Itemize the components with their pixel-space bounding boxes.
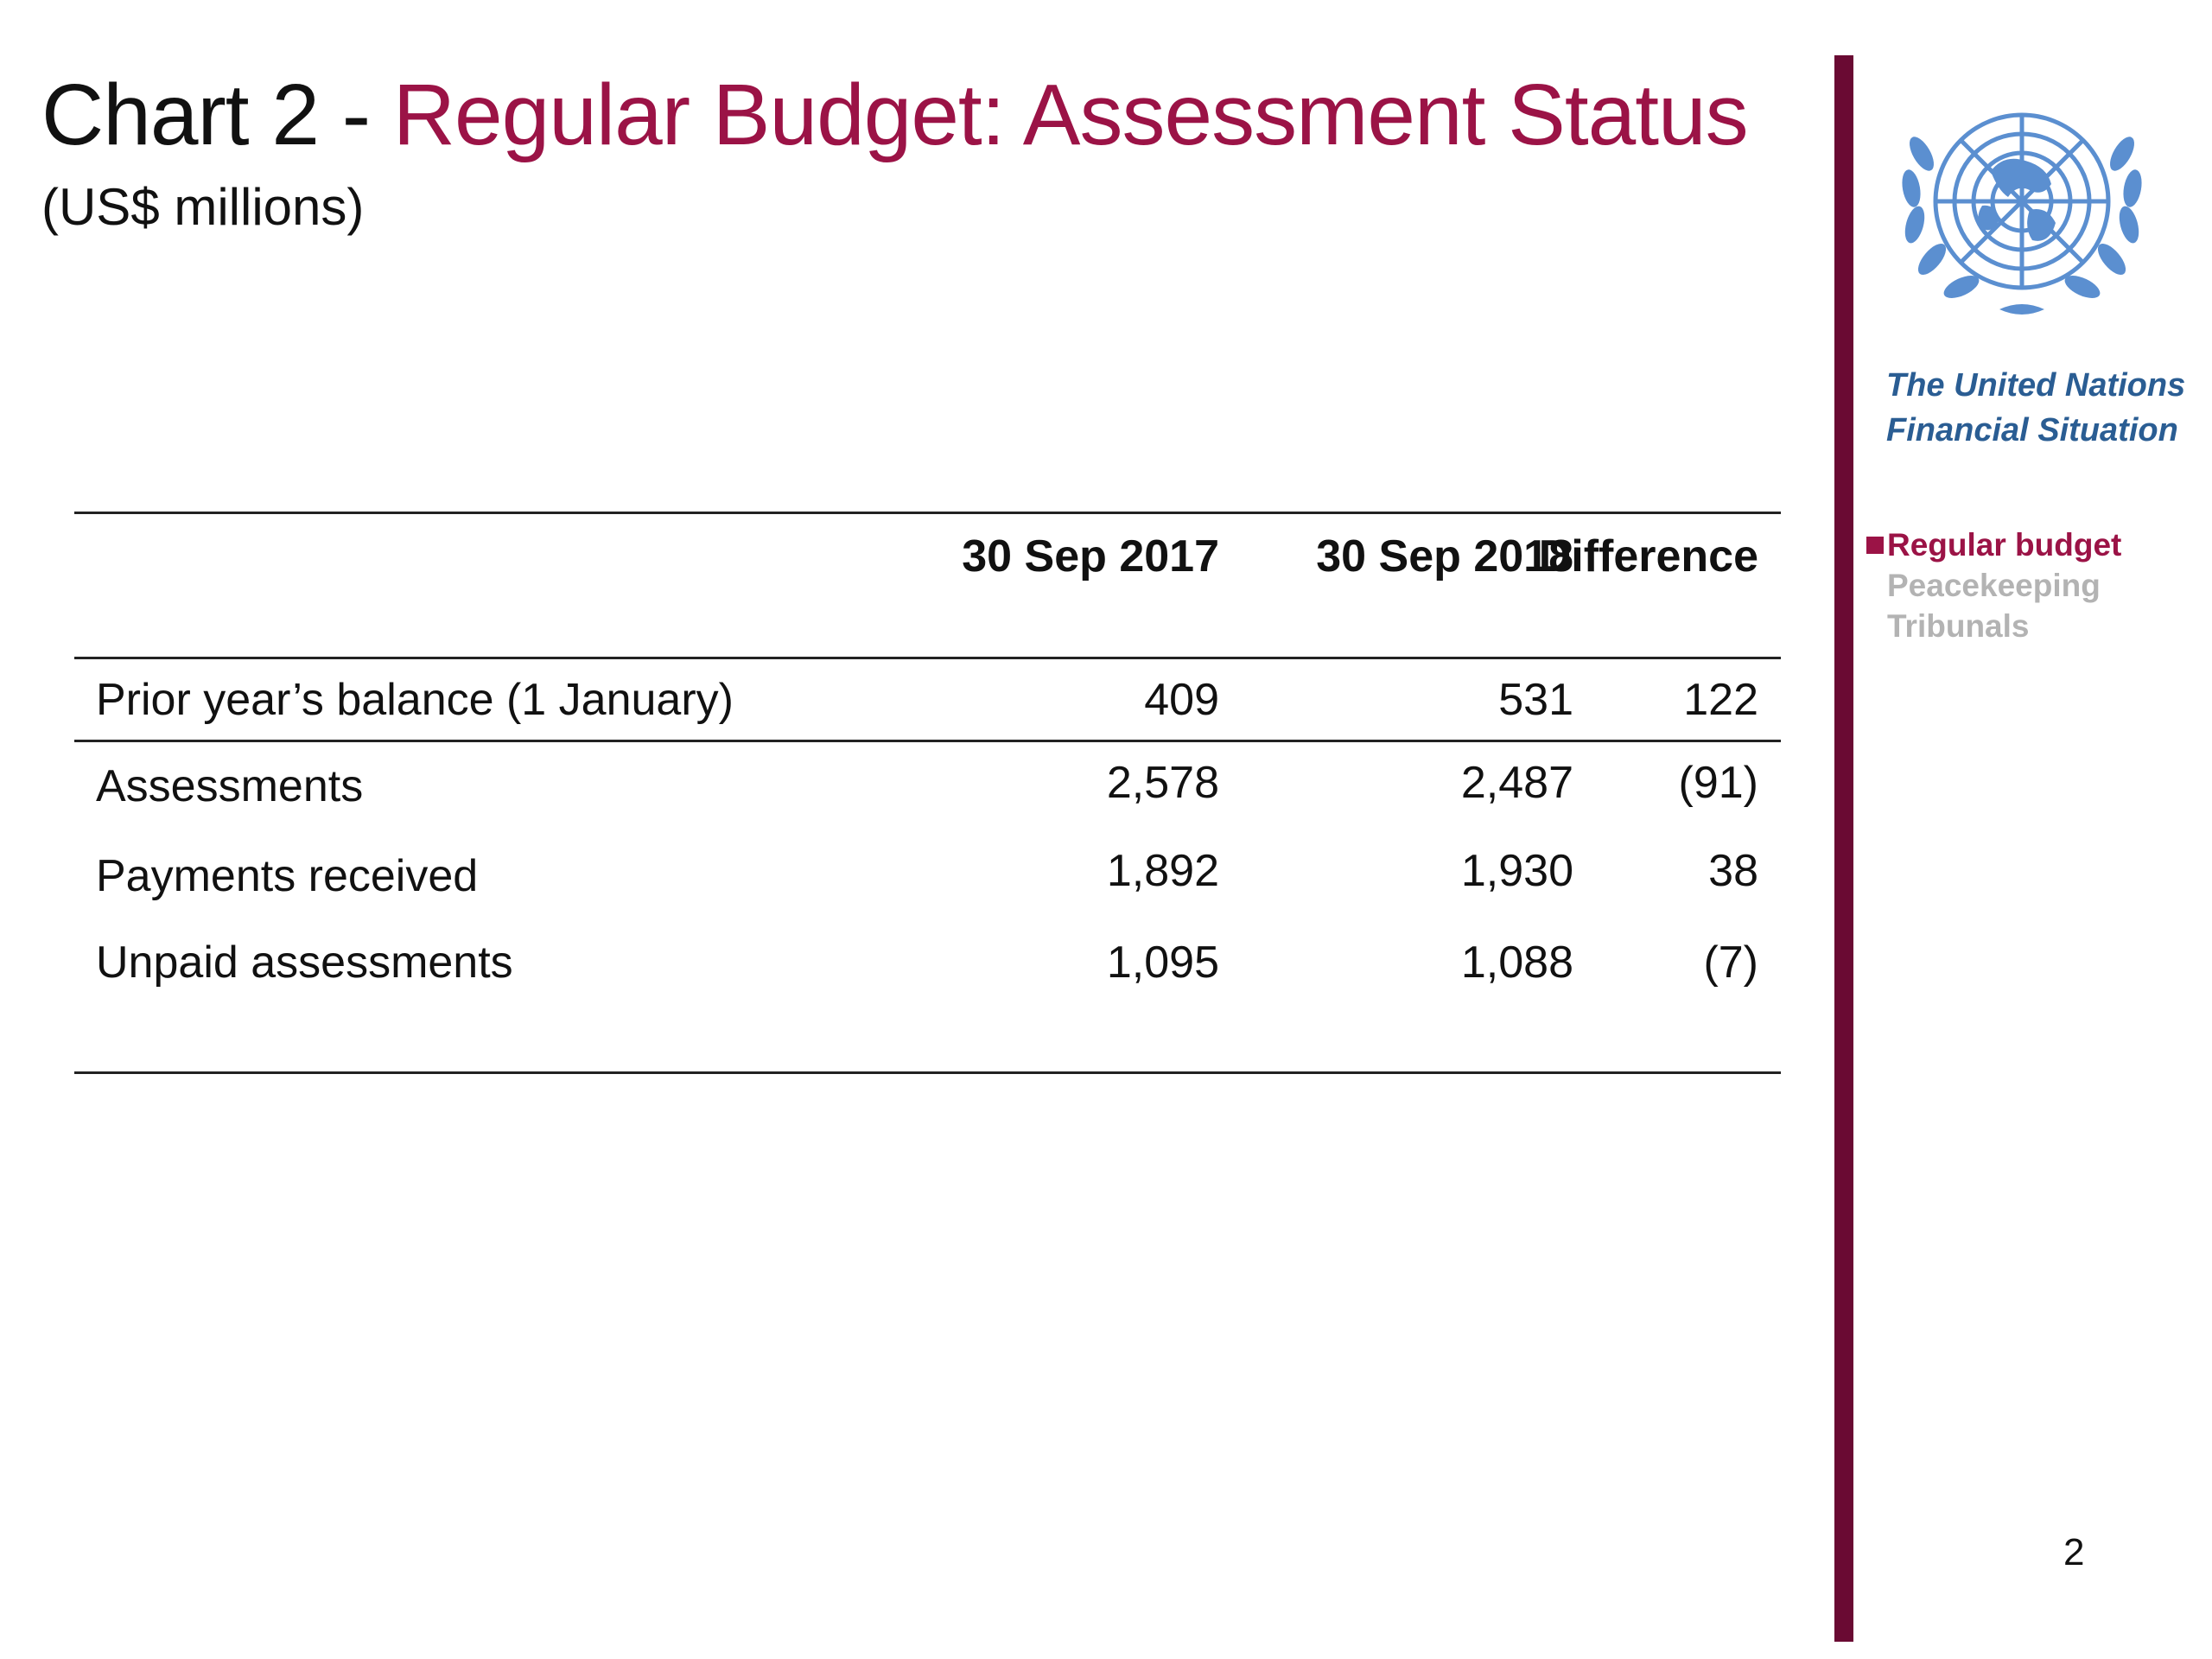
table-row-rule <box>74 740 1781 742</box>
table-header-rule <box>74 657 1781 659</box>
title-main: Regular Budget: Assessment Status <box>392 67 1749 163</box>
row-assessments-difference: (91) <box>1678 758 1758 808</box>
page-number: 2 <box>2063 1531 2085 1573</box>
un-emblem-icon <box>1902 112 2142 315</box>
row-label-prior-balance: Prior year’s balance (1 January) <box>96 675 734 725</box>
org-name-line1: The United Nations <box>1886 367 2186 404</box>
table-top-rule <box>74 512 1781 514</box>
nav-item-tribunals[interactable]: Tribunals <box>1866 606 2121 646</box>
org-name-line2: Financial Situation <box>1886 412 2178 448</box>
row-label-payments: Payments received <box>96 851 479 901</box>
org-name: The United Nations Financial Situation <box>1886 363 2185 453</box>
nav-item-label: Peacekeeping <box>1887 568 2101 603</box>
row-payments-2017: 1,892 <box>1106 846 1219 896</box>
column-header-difference: Difference <box>1538 531 1758 582</box>
nav-item-label: Regular budget <box>1887 527 2122 563</box>
row-unpaid-2018: 1,088 <box>1460 938 1573 988</box>
row-payments-difference: 38 <box>1708 846 1758 896</box>
nav-item-regular-budget[interactable]: Regular budget <box>1866 524 2121 565</box>
title-prefix: Chart 2 - <box>41 67 393 163</box>
active-square-icon <box>1866 537 1884 554</box>
page-subtitle: (US$ millions) <box>41 178 365 236</box>
row-assessments-2018: 2,487 <box>1460 758 1573 808</box>
sidebar-nav: Regular budget Peacekeeping Tribunals <box>1866 524 2121 646</box>
sidebar-divider <box>1834 55 1853 1642</box>
nav-item-peacekeeping[interactable]: Peacekeeping <box>1866 565 2121 606</box>
column-header-2017: 30 Sep 2017 <box>962 531 1219 582</box>
column-header-2018: 30 Sep 2018 <box>1316 531 1573 582</box>
row-assessments-2017: 2,578 <box>1106 758 1219 808</box>
row-label-assessments: Assessments <box>96 761 364 811</box>
page-title: Chart 2 - Regular Budget: Assessment Sta… <box>41 67 1749 163</box>
table-bottom-rule <box>74 1071 1781 1074</box>
row-label-unpaid: Unpaid assessments <box>96 938 513 988</box>
row-prior-balance-2017: 409 <box>1144 675 1219 725</box>
nav-item-label: Tribunals <box>1887 608 2030 644</box>
row-unpaid-2017: 1,095 <box>1106 938 1219 988</box>
row-prior-balance-2018: 531 <box>1498 675 1573 725</box>
row-unpaid-difference: (7) <box>1703 938 1758 988</box>
row-payments-2018: 1,930 <box>1460 846 1573 896</box>
row-prior-balance-difference: 122 <box>1683 675 1758 725</box>
